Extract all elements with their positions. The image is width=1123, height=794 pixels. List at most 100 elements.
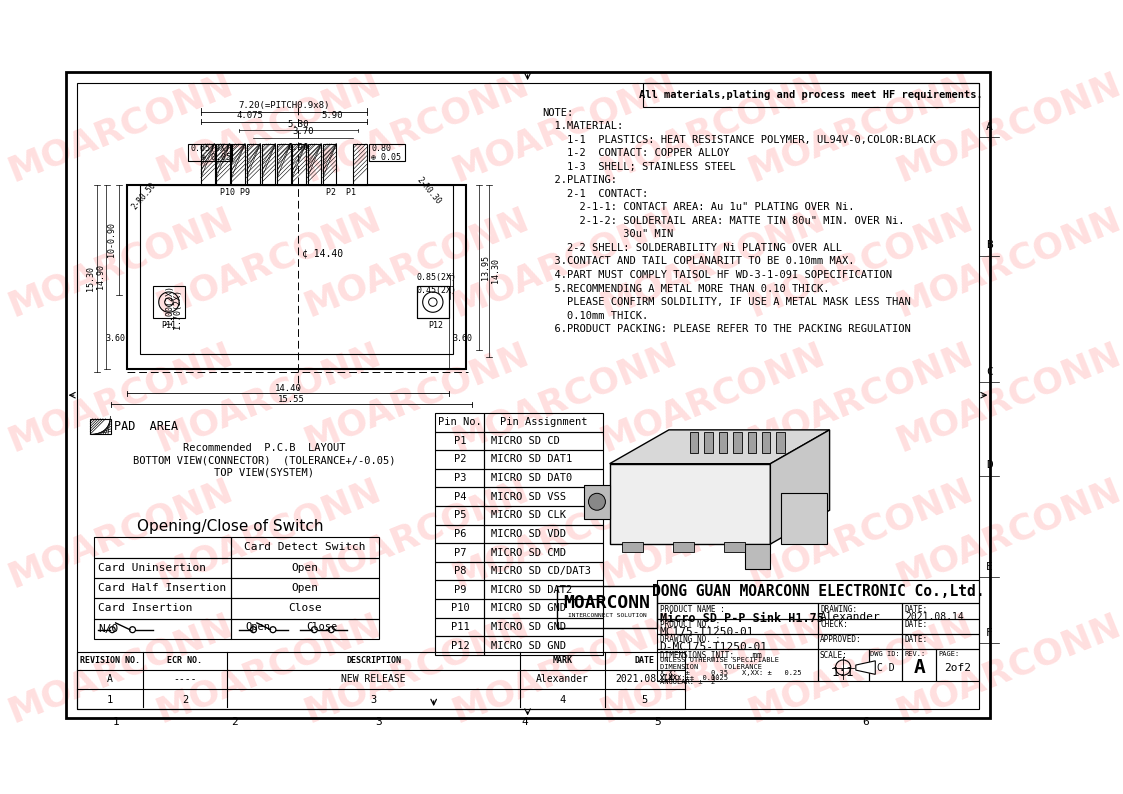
Text: 13.95: 13.95 (481, 255, 490, 280)
Text: C: C (986, 368, 993, 377)
Text: 2: 2 (182, 695, 188, 705)
Text: 5.30: 5.30 (287, 120, 309, 129)
Text: PRODUCT NAME :: PRODUCT NAME : (659, 605, 724, 614)
Text: 0.10mm THICK.: 0.10mm THICK. (542, 310, 648, 321)
Text: MARK: MARK (553, 657, 573, 665)
Bar (436, 599, 484, 618)
Text: P7: P7 (454, 548, 466, 557)
Text: A: A (107, 674, 112, 684)
Bar (436, 432, 484, 450)
Text: MOARCONN: MOARCONN (152, 608, 386, 729)
Text: Close: Close (305, 622, 337, 632)
Bar (436, 468, 484, 488)
Text: MOARCONN: MOARCONN (892, 67, 1123, 187)
Bar (247, 144, 261, 184)
Text: MICRO SD CMD: MICRO SD CMD (491, 548, 566, 557)
Text: 10-0.90: 10-0.90 (108, 222, 117, 257)
Bar (780, 493, 827, 544)
Bar (733, 432, 741, 453)
Text: NOTE:: NOTE: (542, 107, 573, 118)
Bar (724, 542, 745, 552)
Text: P4: P4 (454, 491, 466, 502)
Text: MICRO SD CD: MICRO SD CD (491, 436, 560, 446)
Text: Close: Close (287, 603, 321, 613)
Text: MICRO SD CD/DAT3: MICRO SD CD/DAT3 (491, 566, 591, 576)
Text: 1.00(2X): 1.00(2X) (165, 285, 174, 325)
Text: 15.30: 15.30 (86, 266, 95, 291)
Text: MICRO SD GND: MICRO SD GND (491, 622, 566, 632)
Bar (484, 525, 603, 543)
Text: MOARCONN: MOARCONN (152, 472, 386, 594)
Text: MICRO SD DAT0: MICRO SD DAT0 (491, 473, 573, 483)
Text: P3: P3 (454, 473, 466, 483)
Text: CHECK:: CHECK: (820, 620, 848, 629)
Text: DONG GUAN MOARCONN ELECTRONIC Co.,Ltd.: DONG GUAN MOARCONN ELECTRONIC Co.,Ltd. (652, 584, 985, 599)
Text: 1-3  SHELL; STAINLESS STEEL: 1-3 SHELL; STAINLESS STEEL (542, 162, 736, 172)
Text: Opening/Close of Switch: Opening/Close of Switch (137, 518, 323, 534)
Text: 14.90: 14.90 (95, 264, 104, 289)
Bar (622, 542, 643, 552)
Bar (436, 543, 484, 562)
Bar (643, 83, 979, 106)
Text: SCALE:: SCALE: (820, 650, 847, 660)
Text: MOARCONN: MOARCONN (3, 202, 238, 323)
Text: 0.80: 0.80 (371, 144, 391, 153)
Text: DATE: DATE (634, 657, 655, 665)
Text: ¢ 14.40: ¢ 14.40 (302, 249, 343, 259)
Bar (657, 619, 818, 634)
Bar (657, 580, 979, 603)
Bar (93, 619, 230, 639)
Bar (230, 538, 378, 557)
Bar (153, 286, 185, 318)
Bar (76, 652, 685, 709)
Text: MOARCONN: MOARCONN (743, 67, 978, 187)
Bar (230, 578, 378, 598)
Text: MOARCONN: MOARCONN (447, 472, 682, 594)
Text: 3.60: 3.60 (453, 334, 473, 343)
Bar (292, 144, 305, 184)
Text: PAD  AREA: PAD AREA (113, 420, 179, 433)
Text: MOARCONN: MOARCONN (152, 202, 386, 323)
Bar (262, 144, 275, 184)
Text: 3.70: 3.70 (293, 127, 314, 137)
Text: 14.40: 14.40 (275, 384, 302, 393)
Polygon shape (610, 430, 830, 464)
Bar (903, 649, 937, 681)
Bar (436, 562, 484, 580)
Text: NEW RELEASE: NEW RELEASE (341, 674, 405, 684)
Bar (704, 432, 713, 453)
Text: P10 P9: P10 P9 (220, 188, 250, 197)
Bar (436, 413, 484, 432)
Text: PRODUCT NO. :: PRODUCT NO. : (659, 620, 720, 629)
Bar (230, 598, 378, 619)
Circle shape (588, 493, 605, 511)
Text: UNLESS OTHERWISE SPECIFIABLE: UNLESS OTHERWISE SPECIFIABLE (659, 657, 778, 664)
Text: MOARCONN: MOARCONN (300, 202, 535, 323)
Bar (903, 619, 979, 634)
Bar (657, 649, 818, 681)
Bar (140, 184, 454, 353)
Text: MOARCONN: MOARCONN (743, 202, 978, 323)
Text: 2021.08.14: 2021.08.14 (615, 674, 674, 684)
Text: MOARCONN: MOARCONN (595, 67, 830, 187)
Text: P5: P5 (454, 511, 466, 520)
Text: Open: Open (291, 563, 318, 572)
Text: A: A (913, 658, 925, 677)
Text: MOARCONN: MOARCONN (300, 337, 535, 458)
Polygon shape (770, 430, 830, 544)
Text: MOARCONN: MOARCONN (300, 67, 535, 187)
Text: 0.90: 0.90 (287, 144, 309, 152)
Text: 4.075: 4.075 (236, 111, 263, 120)
Bar (673, 542, 694, 552)
Text: P6: P6 (454, 529, 466, 539)
Text: Alexander: Alexander (536, 674, 588, 684)
Text: 1:1: 1:1 (832, 665, 855, 679)
Text: MICRO SD GND: MICRO SD GND (491, 603, 566, 613)
Bar (484, 580, 603, 599)
Bar (719, 432, 728, 453)
Text: DESCRIPTION: DESCRIPTION (346, 657, 401, 665)
Text: 4: 4 (559, 695, 565, 705)
Text: 6: 6 (861, 717, 868, 727)
Text: 14.30: 14.30 (491, 258, 500, 283)
Text: C D: C D (877, 662, 894, 673)
